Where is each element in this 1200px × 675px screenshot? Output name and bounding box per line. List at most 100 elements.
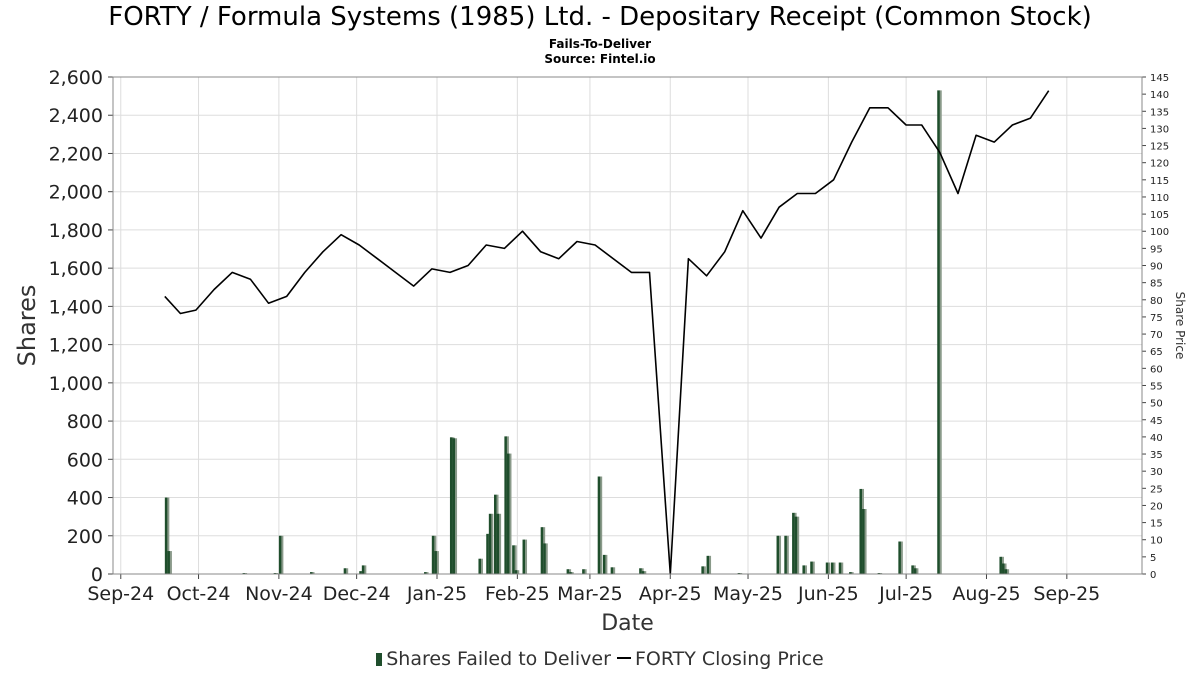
ftd-bar	[597, 476, 601, 574]
y-tick-label: 2,000	[49, 182, 103, 204]
y-tick-label: 1,800	[49, 220, 103, 242]
ftd-bar-shadow	[804, 565, 807, 574]
y2-tick-label: 40	[1150, 433, 1163, 444]
legend-line-swatch	[616, 657, 631, 659]
y2-tick-label: 145	[1150, 73, 1169, 84]
y2-tick-label: 15	[1150, 519, 1163, 530]
y2-tick-label: 75	[1150, 313, 1163, 324]
y2-tick-label: 35	[1150, 450, 1163, 461]
y-tick-label: 0	[91, 564, 103, 586]
y2-tick-label: 85	[1150, 279, 1163, 290]
x-tick-label: Nov-24	[245, 583, 313, 605]
ftd-bar-shadow	[840, 562, 844, 574]
ftd-bar	[486, 533, 489, 574]
x-tick-label: Apr-25	[639, 583, 702, 605]
x-tick-label: Aug-25	[952, 583, 1020, 605]
y-tick-label: 2,600	[49, 67, 103, 89]
ftd-bar	[449, 437, 453, 574]
y2-tick-label: 30	[1150, 467, 1163, 478]
y2-tick-label: 55	[1150, 381, 1163, 392]
ftd-bar	[810, 561, 813, 574]
ftd-bar	[167, 551, 170, 574]
ftd-bar	[506, 453, 510, 574]
ftd-bar-shadow	[915, 568, 919, 574]
x-tick-label: May-25	[713, 583, 783, 605]
ftd-bar-shadow	[169, 551, 172, 574]
y2-tick-label: 5	[1150, 553, 1156, 564]
y-tick-label: 1,600	[49, 258, 103, 280]
ftd-bar	[359, 571, 362, 574]
ftd-bar-shadow	[280, 535, 284, 574]
legend-bar-swatch	[376, 653, 383, 666]
x-tick-label: Jan-25	[406, 583, 467, 605]
ftd-bar	[602, 554, 606, 574]
y-tick-label: 600	[67, 449, 103, 471]
ftd-bar	[859, 488, 862, 574]
ftd-bar	[514, 570, 518, 574]
ftd-bar	[504, 436, 507, 574]
x-tick-label: Feb-25	[485, 583, 550, 605]
ftd-bar	[431, 535, 435, 574]
ftd-bar-shadow	[1004, 563, 1007, 574]
ftd-bar	[610, 567, 614, 574]
y2-tick-label: 105	[1150, 210, 1169, 221]
ftd-bar	[522, 539, 526, 574]
y2-tick-label: 65	[1150, 347, 1163, 358]
ftd-bar-shadow	[703, 566, 706, 574]
ftd-bar	[701, 566, 704, 574]
y2-tick-label: 115	[1150, 176, 1169, 187]
ftd-bar	[999, 556, 1002, 574]
ftd-bar	[937, 90, 940, 574]
legend-bar-label: Shares Failed to Deliver	[386, 648, 611, 670]
ftd-bar	[784, 535, 787, 574]
ftd-bar-shadow	[643, 571, 647, 574]
ftd-bar	[706, 555, 710, 574]
y2-tick-label: 125	[1150, 142, 1169, 153]
ftd-bar-shadow	[524, 539, 528, 574]
x-tick-label: Sep-24	[87, 583, 154, 605]
ftd-bar-shadow	[571, 572, 574, 574]
ftd-bar-shadow	[1006, 569, 1010, 574]
y2-tick-label: 130	[1150, 124, 1169, 135]
y2-tick-label: 50	[1150, 399, 1163, 410]
chart-title: FORTY / Formula Systems (1985) Ltd. - De…	[108, 2, 1092, 32]
ftd-bar-shadow	[604, 554, 608, 574]
ftd-bar	[164, 497, 168, 574]
ftd-bar	[434, 551, 437, 574]
ftd-bar	[569, 572, 572, 574]
y-tick-label: 400	[67, 488, 103, 510]
price-line	[164, 90, 1050, 575]
ftd-bar	[494, 494, 497, 574]
ftd-bar	[913, 568, 917, 574]
ftd-bar-shadow	[514, 545, 517, 574]
y2-tick-label: 0	[1150, 570, 1156, 581]
ftd-bar	[802, 565, 805, 574]
ftd-bar	[794, 516, 798, 574]
ftd-bar	[278, 535, 282, 574]
y2-tick-label: 60	[1150, 364, 1163, 375]
y-axis-title: Shares	[13, 285, 41, 367]
ftd-bar-shadow	[498, 513, 502, 574]
ftd-bar	[543, 543, 546, 574]
ftd-bar	[361, 565, 365, 574]
ftd-bar-shadow	[568, 569, 572, 574]
ftd-bar-shadow	[939, 90, 942, 574]
y-tick-label: 2,200	[49, 143, 103, 165]
ftd-bar	[1002, 563, 1005, 574]
ftd-bar	[911, 565, 914, 574]
x-tick-label: Jun-25	[797, 583, 859, 605]
y2-tick-label: 25	[1150, 484, 1163, 495]
y2-axis-title: Share Price	[1173, 292, 1187, 360]
ftd-bar	[452, 438, 456, 574]
y-tick-label: 1,000	[49, 373, 103, 395]
ftd-bar	[862, 509, 865, 574]
ftd-bar	[792, 512, 795, 574]
ftd-bar-shadow	[786, 535, 789, 574]
ftd-bar	[1004, 569, 1008, 574]
ftd-bar-shadow	[516, 570, 520, 574]
ftd-bar-shadow	[812, 561, 815, 574]
ftd-bar	[309, 572, 313, 574]
y2-tick-label: 90	[1150, 262, 1163, 273]
x-tick-label: Jul-25	[878, 583, 933, 605]
